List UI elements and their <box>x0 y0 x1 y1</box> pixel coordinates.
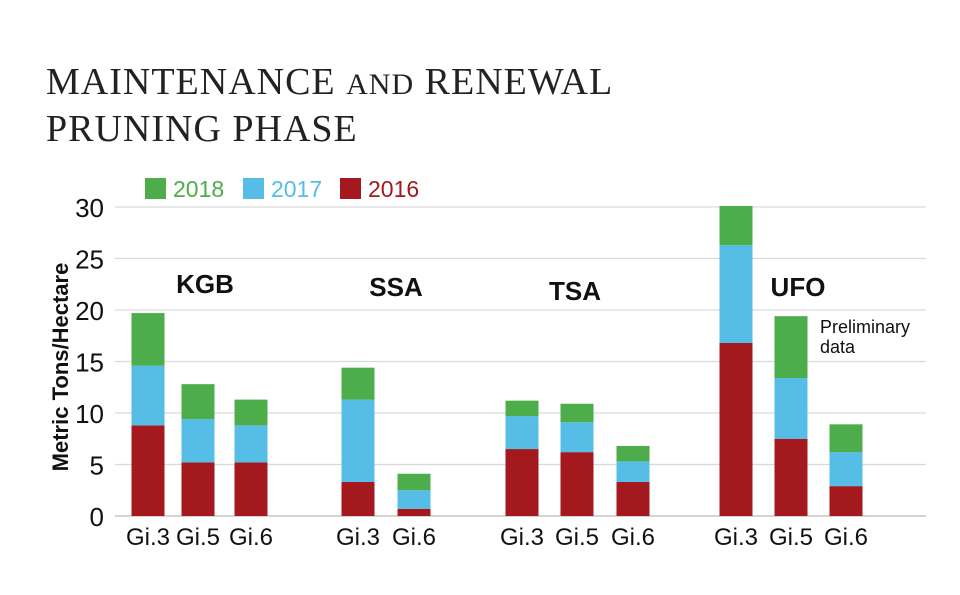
bar-segment-kgb-gi6-2018 <box>234 399 268 426</box>
legend-swatch-2018 <box>145 178 166 199</box>
bar-segment-kgb-gi5-2017 <box>181 419 215 463</box>
bar-segment-ufo-gi5-2016 <box>774 438 808 516</box>
bar-segment-ufo-gi3-2016 <box>719 342 753 516</box>
x-tick-label: Gi.3 <box>500 524 544 551</box>
x-tick-label: Gi.6 <box>392 524 436 551</box>
group-labels: KGB SSA TSA UFO <box>176 269 825 306</box>
bar-segment-ufo-gi6-2018 <box>829 424 863 453</box>
group-label-tsa: TSA <box>549 276 601 306</box>
y-tick-label: 0 <box>90 502 104 532</box>
bar-segment-ssa-gi6-2017 <box>397 490 431 509</box>
legend-label-2018: 2018 <box>173 176 224 202</box>
x-tick-label: Gi.6 <box>824 524 868 551</box>
bar-segment-tsa-gi5-2016 <box>560 452 594 516</box>
title-word-maintenance: MAINTENANCE <box>46 61 336 103</box>
y-tick-label: 10 <box>75 399 104 429</box>
bar-segment-tsa-gi3-2018 <box>505 400 539 417</box>
bars <box>131 205 863 516</box>
y-axis-ticks: 0 5 10 15 20 25 30 <box>75 193 104 532</box>
bar-segment-tsa-gi6-2018 <box>616 445 650 462</box>
bar-segment-tsa-gi5-2018 <box>560 403 594 423</box>
bar-segment-kgb-gi3-2017 <box>131 365 165 426</box>
bar-segment-kgb-gi3-2018 <box>131 313 165 366</box>
group-label-ufo: UFO <box>771 272 826 302</box>
legend-swatch-2017 <box>243 178 264 199</box>
bar-segment-kgb-gi6-2017 <box>234 425 268 463</box>
bar-segment-tsa-gi3-2016 <box>505 449 539 516</box>
bar-segment-ssa-gi3-2018 <box>341 367 375 400</box>
y-tick-label: 20 <box>75 296 104 326</box>
legend: 2018 2017 2016 <box>145 176 419 202</box>
y-axis-label: Metric Tons/Hectare <box>48 263 73 472</box>
x-tick-label: Gi.5 <box>555 524 599 551</box>
bar-segment-tsa-gi5-2017 <box>560 422 594 453</box>
bar-segment-tsa-gi6-2016 <box>616 482 650 516</box>
annotation-line1: Preliminary <box>820 317 910 337</box>
bar-segment-ufo-gi5-2017 <box>774 377 808 439</box>
chart-title: MAINTENANCE AND RENEWAL PRUNING PHASE <box>46 60 613 151</box>
bar-segment-ssa-gi3-2017 <box>341 399 375 483</box>
title-word-renewal: RENEWAL <box>424 61 614 103</box>
y-tick-label: 15 <box>75 348 104 378</box>
x-tick-label: Gi.6 <box>611 524 655 551</box>
bar-segment-ufo-gi6-2016 <box>829 486 863 516</box>
annotation-line2: data <box>820 337 856 357</box>
bar-segment-ufo-gi6-2017 <box>829 452 863 487</box>
x-axis-labels: Gi.3 Gi.5 Gi.6 Gi.3 Gi.6 Gi.3 Gi.5 Gi.6 Gi.3 Gi.5… <box>126 524 868 551</box>
bar-segment-kgb-gi5-2016 <box>181 462 215 516</box>
y-tick-label: 25 <box>75 245 104 275</box>
bar-segment-kgb-gi3-2016 <box>131 425 165 516</box>
x-tick-label: Gi.5 <box>176 524 220 551</box>
title-word-and: AND <box>346 68 415 101</box>
bar-segment-ufo-gi5-2018 <box>774 316 808 378</box>
x-tick-label: Gi.6 <box>229 524 273 551</box>
title-line2: PRUNING PHASE <box>46 108 358 150</box>
x-tick-label: Gi.3 <box>126 524 170 551</box>
bar-segment-kgb-gi5-2018 <box>181 384 215 420</box>
bar-segment-tsa-gi6-2017 <box>616 461 650 483</box>
y-tick-label: 5 <box>90 451 104 481</box>
bar-segment-ssa-gi6-2016 <box>397 508 431 516</box>
bar-segment-ufo-gi3-2017 <box>719 245 753 343</box>
bar-segment-ssa-gi3-2016 <box>341 482 375 516</box>
bar-segment-kgb-gi6-2016 <box>234 462 268 516</box>
x-tick-label: Gi.3 <box>336 524 380 551</box>
x-tick-label: Gi.5 <box>769 524 813 551</box>
bar-segment-tsa-gi3-2017 <box>505 416 539 450</box>
legend-label-2017: 2017 <box>271 176 322 202</box>
group-label-kgb: KGB <box>176 269 234 299</box>
bar-segment-ssa-gi6-2018 <box>397 473 431 491</box>
x-tick-label: Gi.3 <box>714 524 758 551</box>
group-label-ssa: SSA <box>369 272 423 302</box>
legend-swatch-2016 <box>340 178 361 199</box>
bar-segment-ufo-gi3-2018 <box>719 205 753 246</box>
legend-label-2016: 2016 <box>368 176 419 202</box>
y-tick-label: 30 <box>75 193 104 223</box>
